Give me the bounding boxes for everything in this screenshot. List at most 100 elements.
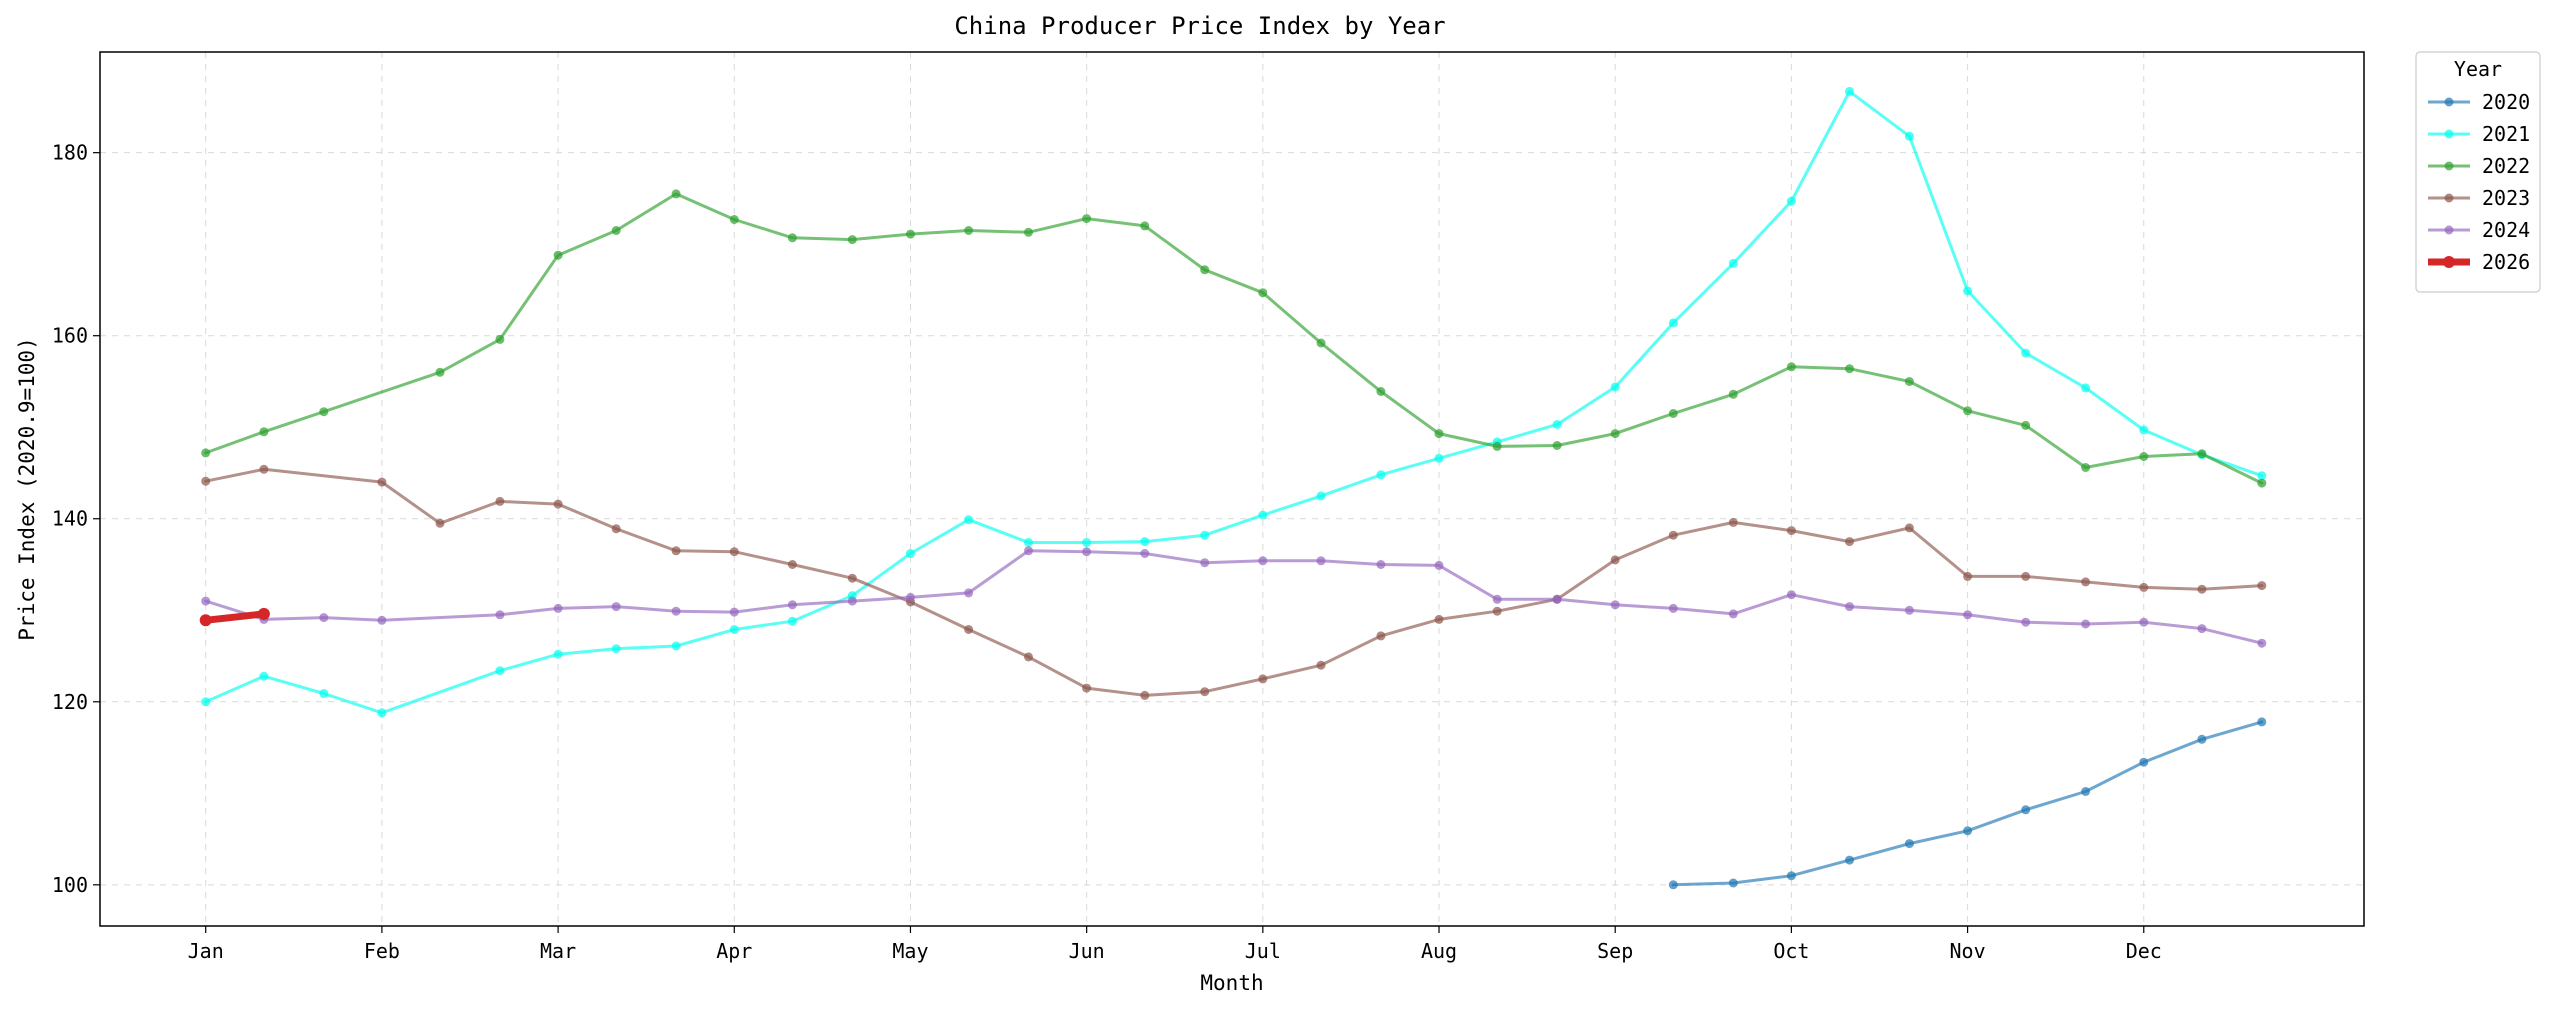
x-tick-label: Jun <box>1069 939 1105 963</box>
legend-marker <box>2444 97 2454 107</box>
data-point <box>1668 409 1678 418</box>
data-point <box>1258 288 1268 298</box>
data-point <box>1786 526 1796 536</box>
data-point <box>1492 441 1502 451</box>
data-point <box>1200 687 1210 697</box>
data-point <box>2081 383 2091 393</box>
data-point <box>495 666 505 676</box>
data-point <box>1728 878 1738 888</box>
y-tick-label: 120 <box>52 690 88 714</box>
data-point <box>2139 452 2149 461</box>
data-point <box>1024 538 1033 547</box>
data-point <box>1492 606 1502 616</box>
data-point <box>201 476 211 486</box>
data-point <box>2257 717 2267 727</box>
data-point <box>1434 453 1444 463</box>
data-point <box>671 606 681 616</box>
data-point <box>1963 406 1973 416</box>
y-tick-label: 140 <box>52 507 88 531</box>
legend-item-2024: 2024 <box>2428 218 2530 242</box>
x-tick-label: Aug <box>1421 939 1457 963</box>
data-point <box>1082 214 1092 224</box>
legend-item-2021: 2021 <box>2428 122 2530 146</box>
data-point <box>1728 389 1738 399</box>
x-axis-label: Month <box>1200 971 1263 995</box>
legend-item-2026: 2026 <box>2428 250 2530 274</box>
data-point <box>259 671 269 681</box>
legend-label: 2024 <box>2482 218 2530 242</box>
data-point <box>2081 787 2091 796</box>
data-point <box>1434 614 1444 624</box>
chart-title: China Producer Price Index by Year <box>954 12 1445 40</box>
data-point <box>1728 258 1738 268</box>
data-point <box>1258 556 1268 566</box>
data-point <box>1963 286 1973 296</box>
legend-item-2020: 2020 <box>2428 90 2530 114</box>
data-point <box>847 573 857 583</box>
data-point <box>1904 131 1914 141</box>
data-point <box>2021 420 2031 430</box>
data-point <box>1316 491 1326 501</box>
data-point <box>319 407 329 417</box>
data-point <box>1082 547 1092 557</box>
data-point <box>201 697 211 707</box>
data-point <box>1786 196 1796 206</box>
data-point <box>847 235 857 245</box>
data-point <box>611 226 621 235</box>
data-point <box>1024 652 1033 662</box>
data-point <box>1258 674 1268 684</box>
data-point <box>611 524 621 534</box>
data-point <box>1668 530 1678 540</box>
data-point <box>1140 221 1150 231</box>
data-point <box>1552 594 1562 604</box>
data-point <box>1963 571 1973 581</box>
data-point <box>1728 517 1738 527</box>
data-point <box>377 615 387 625</box>
data-point <box>787 560 797 569</box>
data-point <box>495 496 505 506</box>
data-point <box>1316 556 1326 566</box>
data-point <box>1610 382 1620 392</box>
data-point <box>1668 880 1678 890</box>
data-point <box>1845 364 1854 374</box>
data-point <box>1376 560 1386 569</box>
plot-frame <box>99 51 2365 927</box>
data-point <box>729 547 739 557</box>
data-point <box>1492 594 1502 604</box>
x-tick-label: Nov <box>1950 939 1986 963</box>
data-point <box>964 588 974 598</box>
series-2024 <box>201 546 2267 648</box>
data-point <box>611 602 621 612</box>
legend-label: 2023 <box>2482 186 2530 210</box>
series-line-2023 <box>204 467 2264 697</box>
data-point <box>1140 549 1150 558</box>
data-point <box>1200 265 1210 275</box>
x-tick-label: Jan <box>188 939 224 963</box>
data-point <box>2197 449 2207 459</box>
legend-label: 2020 <box>2482 90 2530 114</box>
data-point <box>1963 826 1973 836</box>
data-point <box>1082 683 1092 693</box>
data-point <box>435 367 445 377</box>
data-point <box>2021 571 2031 581</box>
x-tick-label: Oct <box>1773 939 1809 963</box>
legend-label: 2022 <box>2482 154 2530 178</box>
x-tick-label: Mar <box>540 939 576 963</box>
data-point <box>1668 603 1678 613</box>
data-point <box>1258 510 1268 520</box>
grid <box>100 52 2364 926</box>
data-point <box>1434 560 1444 570</box>
data-point <box>2139 617 2149 627</box>
data-point <box>553 250 563 260</box>
data-point <box>2021 348 2031 358</box>
series-2021 <box>201 86 2267 718</box>
series-2022 <box>201 189 2267 488</box>
data-point <box>964 515 974 525</box>
data-point <box>2021 617 2031 627</box>
data-point <box>1376 387 1386 396</box>
data-point <box>201 596 211 606</box>
data-point <box>906 549 915 558</box>
x-tick-label: Sep <box>1597 939 1633 963</box>
data-point <box>671 189 681 199</box>
data-point <box>553 499 563 509</box>
